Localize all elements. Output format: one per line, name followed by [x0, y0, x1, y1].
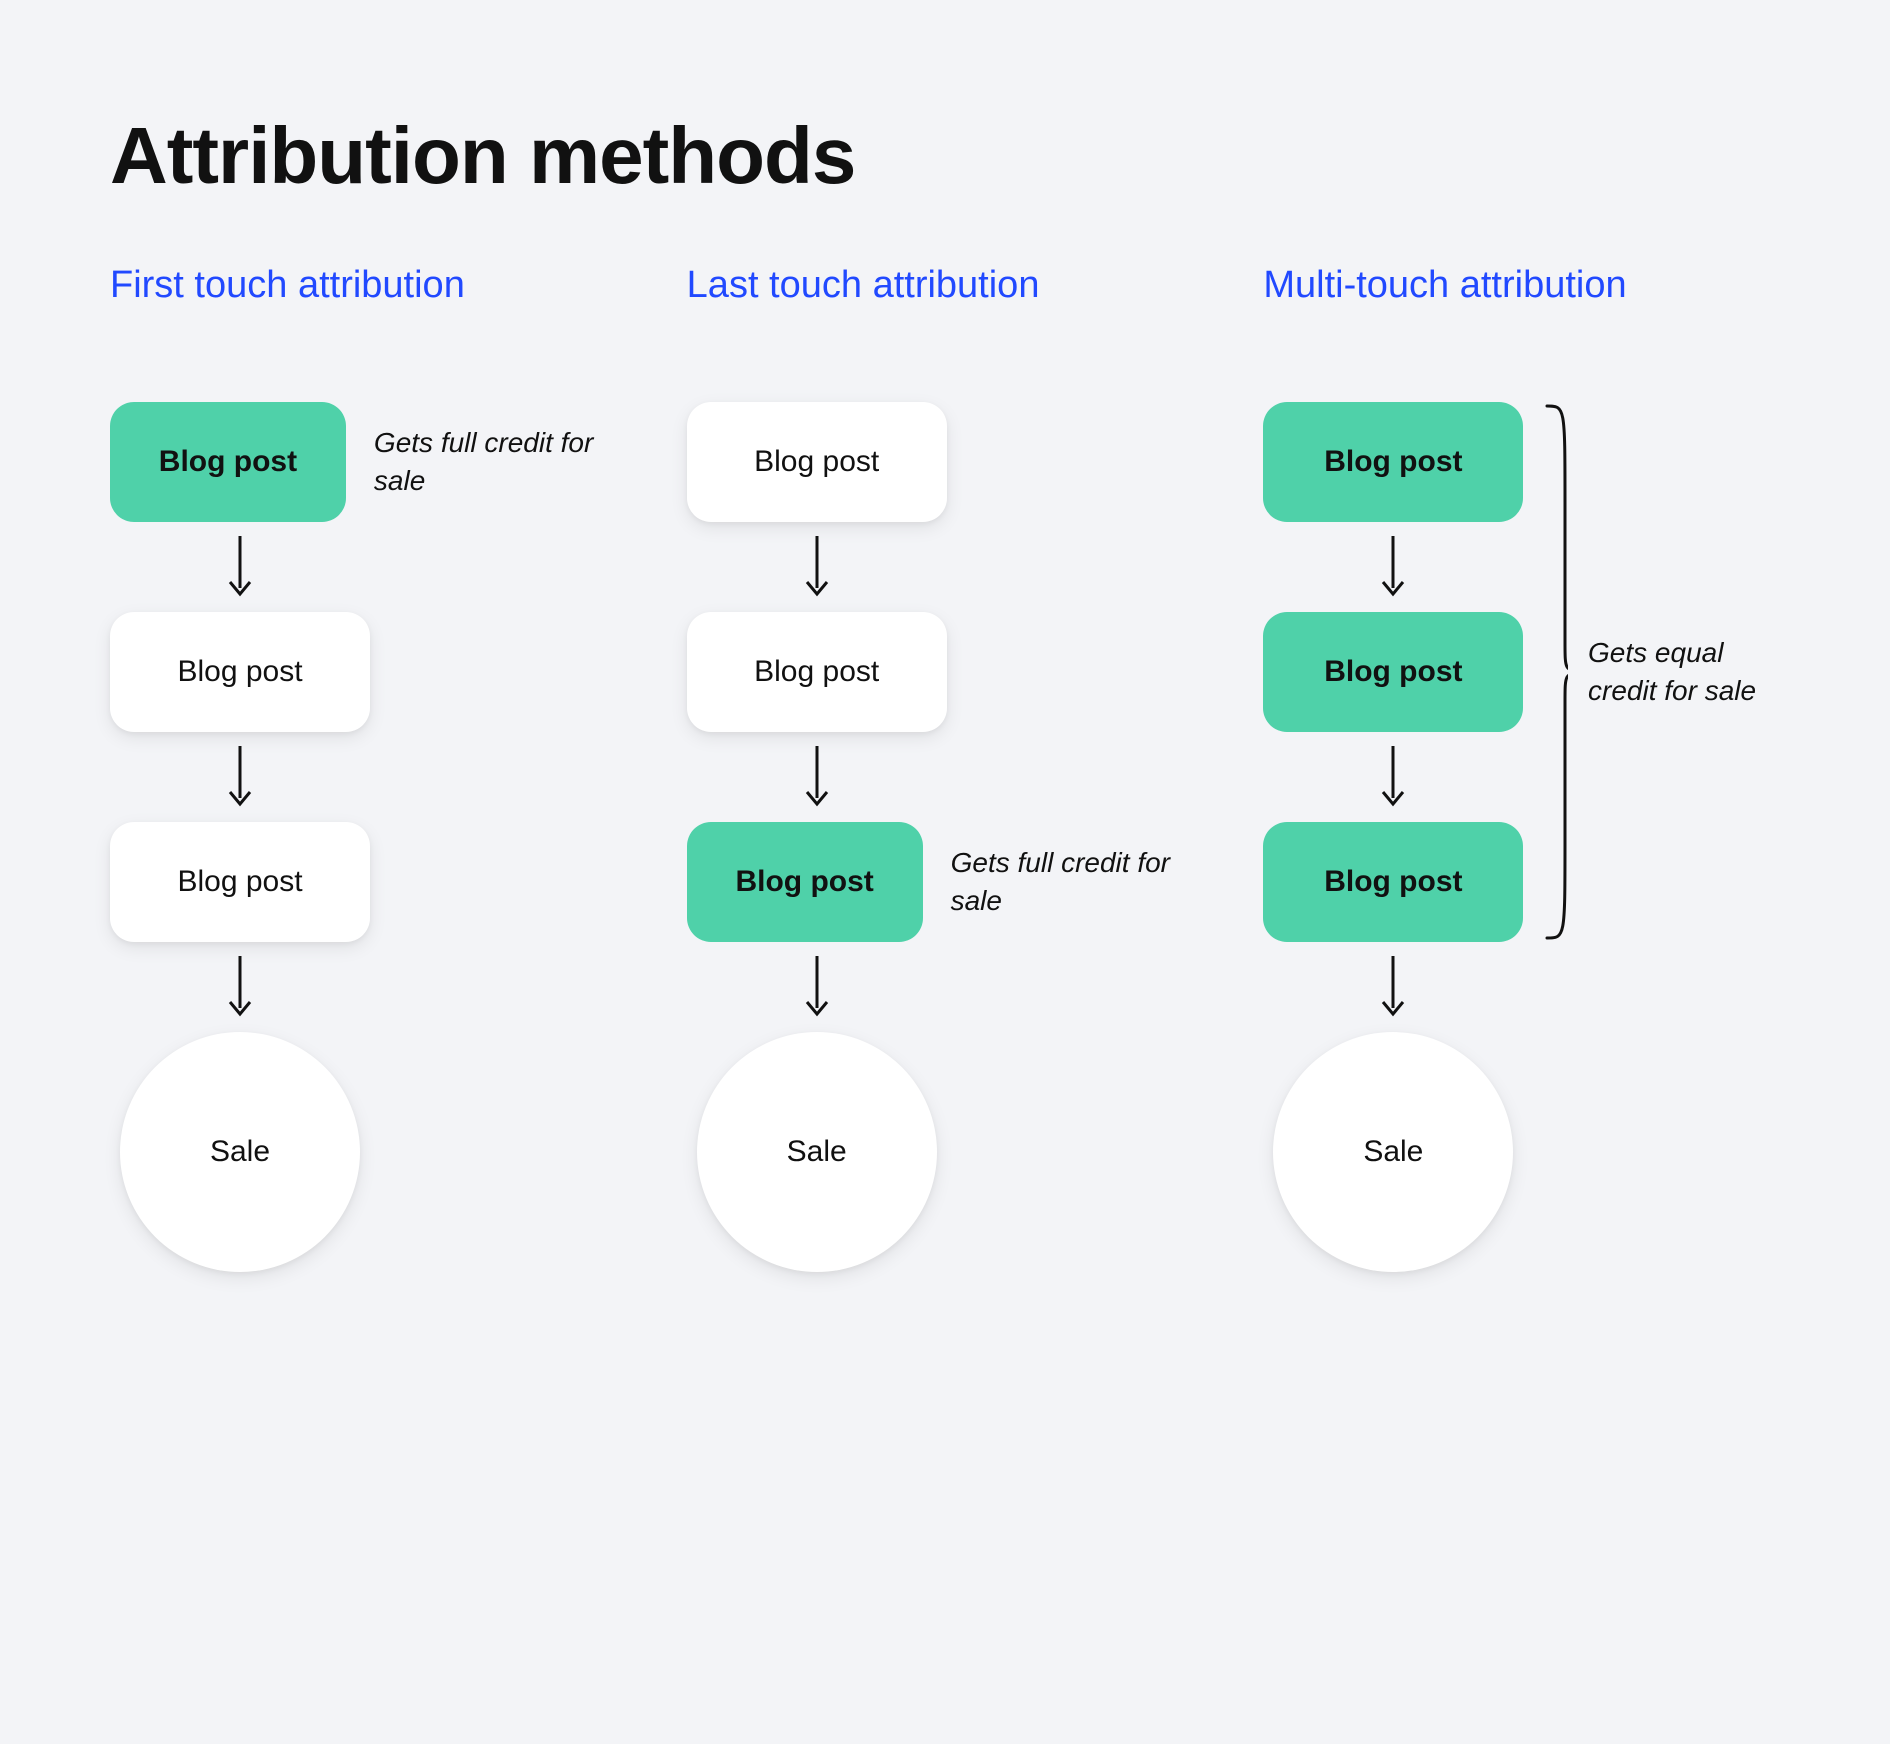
sale-node: Sale	[697, 1032, 937, 1272]
touchpoint-node: Blog post	[110, 822, 370, 942]
arrow-icon	[1263, 942, 1523, 1032]
node-row: Blog post	[687, 612, 1204, 732]
arrow-icon	[1263, 732, 1523, 822]
arrow-icon	[110, 732, 370, 822]
arrow-icon	[110, 522, 370, 612]
node-row: Blog post Gets full credit for sale	[110, 402, 627, 522]
node-row: Blog post Gets full credit for sale	[687, 822, 1204, 942]
page-title: Attribution methods	[110, 110, 1780, 202]
touchpoint-node: Blog post	[1263, 822, 1523, 942]
touchpoint-node: Blog post	[687, 612, 947, 732]
column-header: First touch attribution	[110, 262, 627, 362]
annotation: Gets full credit for sale	[951, 844, 1204, 920]
arrow-icon	[687, 942, 947, 1032]
arrow-icon	[687, 732, 947, 822]
node-row: Blog post	[110, 612, 627, 732]
group-annotation: Gets equal credit for sale	[1588, 634, 1780, 710]
column-first-touch: First touch attribution Blog post Gets f…	[110, 262, 627, 1272]
arrow-icon	[687, 522, 947, 612]
column-last-touch: Last touch attribution Blog post Blog po…	[687, 262, 1204, 1272]
columns-container: First touch attribution Blog post Gets f…	[110, 262, 1780, 1272]
touchpoint-node: Blog post	[687, 402, 947, 522]
touchpoint-node: Blog post	[1263, 402, 1523, 522]
arrow-icon	[110, 942, 370, 1032]
touchpoint-node: Blog post	[1263, 612, 1523, 732]
brace-icon	[1543, 402, 1568, 942]
group-brace: Gets equal credit for sale	[1543, 402, 1780, 942]
touchpoint-node: Blog post	[110, 612, 370, 732]
arrow-icon	[1263, 522, 1523, 612]
column-header: Multi-touch attribution	[1263, 262, 1780, 362]
column-header: Last touch attribution	[687, 262, 1204, 362]
sale-node: Sale	[120, 1032, 360, 1272]
node-row: Blog post	[110, 822, 627, 942]
node-row: Blog post	[687, 402, 1204, 522]
touchpoint-node: Blog post	[110, 402, 346, 522]
annotation: Gets full credit for sale	[374, 424, 627, 500]
touchpoint-node: Blog post	[687, 822, 923, 942]
column-multi-touch: Multi-touch attribution Blog post Blog p…	[1263, 262, 1780, 1272]
sale-node: Sale	[1273, 1032, 1513, 1272]
